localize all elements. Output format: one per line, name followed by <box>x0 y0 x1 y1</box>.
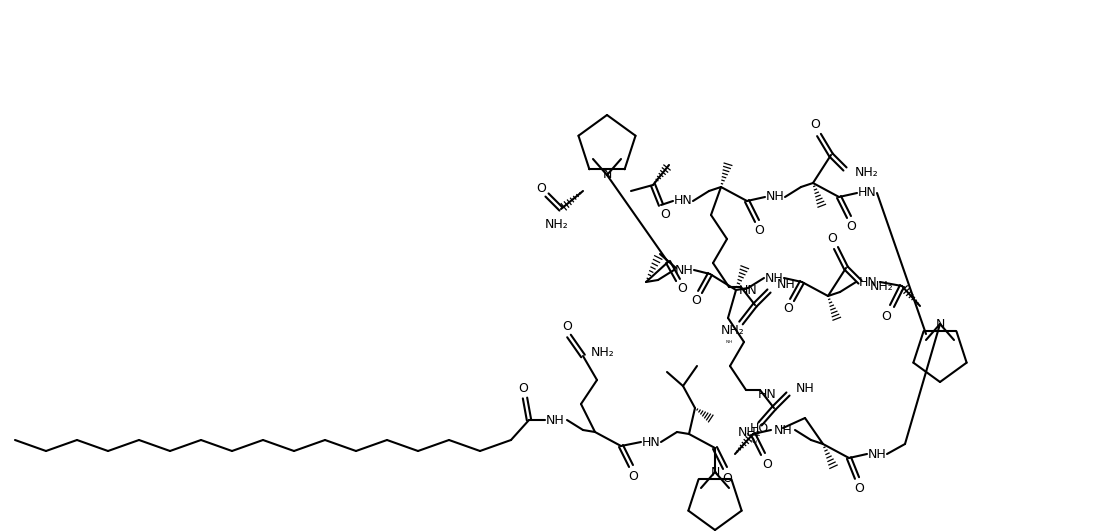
Text: NH₂: NH₂ <box>546 219 569 231</box>
Text: O: O <box>854 481 864 495</box>
Text: NH₂: NH₂ <box>721 325 745 337</box>
Text: O: O <box>660 209 670 221</box>
Text: HN: HN <box>858 187 877 200</box>
Text: O: O <box>691 294 701 306</box>
Text: NH₂: NH₂ <box>855 167 879 179</box>
Text: O: O <box>846 220 856 234</box>
Text: HN: HN <box>674 195 692 207</box>
Text: NH₂: NH₂ <box>738 426 761 438</box>
Text: NH: NH <box>777 278 796 292</box>
Text: HN: HN <box>642 436 661 448</box>
Text: NH: NH <box>546 413 565 427</box>
Text: NH: NH <box>674 263 693 277</box>
Text: NH: NH <box>774 423 793 436</box>
Text: NH: NH <box>765 271 784 285</box>
Text: NH₂: NH₂ <box>591 345 615 359</box>
Text: O: O <box>762 458 771 470</box>
Text: NH: NH <box>868 447 887 461</box>
Text: O: O <box>827 231 837 245</box>
Text: O: O <box>783 302 793 314</box>
Text: NH₂: NH₂ <box>870 279 893 293</box>
Text: O: O <box>536 182 546 195</box>
Text: O: O <box>881 310 891 322</box>
Text: O: O <box>628 470 638 483</box>
Text: O: O <box>754 225 764 237</box>
Text: O: O <box>678 281 686 295</box>
Text: NH: NH <box>796 381 815 395</box>
Text: HO: HO <box>750 421 769 435</box>
Text: HN: HN <box>758 387 777 401</box>
Text: O: O <box>811 119 819 131</box>
Text: HN: HN <box>859 276 878 288</box>
Text: INH: INH <box>750 440 758 444</box>
Text: O: O <box>722 471 732 485</box>
Text: N: N <box>603 169 612 181</box>
Text: O: O <box>518 381 528 395</box>
Text: NH: NH <box>766 190 785 204</box>
Text: O: O <box>562 320 572 332</box>
Text: INH: INH <box>726 340 732 344</box>
Text: N: N <box>936 318 945 330</box>
Text: N: N <box>710 466 720 478</box>
Text: HN: HN <box>739 285 758 297</box>
